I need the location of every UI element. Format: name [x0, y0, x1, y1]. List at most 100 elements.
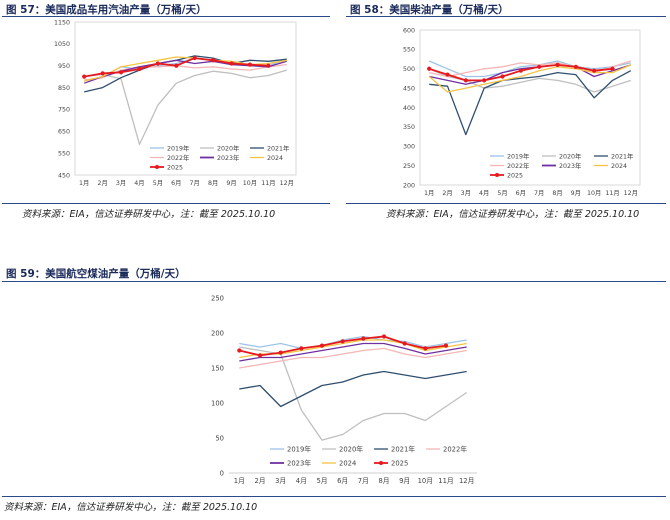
x-tick-label: 2月 — [442, 189, 452, 197]
series-point-2025 — [537, 64, 542, 69]
x-tick-label: 3月 — [116, 179, 126, 187]
figure-58-source: 资料来源：EIA，信达证券研发中心，注：截至 2025.10.10 — [386, 209, 640, 220]
series-point-2025 — [482, 78, 487, 83]
series-point-2025 — [340, 339, 345, 344]
figure-57-title: 图 57：美国成品车用汽油产量（万桶/天） — [6, 4, 207, 16]
series-point-2025 — [500, 74, 505, 79]
x-tick-label: 6月 — [337, 477, 348, 485]
legend-label: 2023年 — [559, 161, 581, 170]
y-tick-label: 950 — [58, 63, 70, 70]
x-tick-label: 9月 — [226, 179, 236, 187]
legend-label: 2024 — [611, 163, 627, 170]
series-point-2025 — [402, 341, 407, 346]
legend-label: 2021年 — [391, 444, 415, 453]
figure-58-title-rule — [346, 16, 666, 17]
legend-label: 2020年 — [339, 444, 363, 453]
y-tick-label: 250 — [211, 294, 224, 302]
x-tick-label: 5月 — [153, 179, 163, 187]
legend-label: 2019年 — [287, 444, 311, 453]
x-tick-label: 4月 — [296, 477, 307, 485]
legend-label: 2019年 — [167, 143, 189, 152]
legend-label: 2021年 — [267, 143, 289, 152]
x-tick-label: 10月 — [587, 189, 601, 197]
y-tick-label: 200 — [211, 329, 224, 337]
x-tick-label: 8月 — [208, 179, 218, 187]
series-point-2025 — [266, 63, 271, 68]
series-line-2021年 — [239, 370, 467, 408]
x-tick-label: 9月 — [571, 189, 581, 197]
y-tick-label: 300 — [403, 144, 415, 151]
legend-label: 2021年 — [611, 151, 633, 160]
legend-label: 2024 — [339, 459, 356, 467]
series-point-2025 — [319, 343, 325, 348]
series-line-2022年 — [239, 347, 467, 369]
series-point-2025 — [445, 72, 450, 77]
x-tick-label: 3月 — [275, 477, 286, 485]
figure-59-title-rule — [2, 281, 666, 282]
x-tick-label: 5月 — [316, 477, 327, 485]
legend-label: 2025 — [391, 459, 408, 467]
legend-label: 2020年 — [559, 151, 581, 160]
y-tick-label: 500 — [403, 66, 415, 73]
y-tick-label: 750 — [58, 107, 70, 114]
series-line-2020年 — [84, 69, 287, 146]
x-tick-label: 4月 — [134, 179, 144, 187]
y-tick-label: 400 — [403, 105, 415, 112]
figure-59-source-rule — [2, 496, 666, 497]
y-tick-label: 650 — [58, 129, 70, 136]
chart-3: 0 50 100 150 200 250 1月 2月 3月 4月 5月 6月 7月 8月 9月 10月 11月 1… — [211, 294, 477, 485]
legend-swatch-marker — [495, 173, 499, 177]
figure-57-title-rule — [2, 16, 330, 17]
series-point-2025 — [381, 334, 387, 339]
x-tick-label: 12月 — [280, 179, 294, 187]
x-tick-label: 12月 — [624, 189, 638, 197]
legend-label: 2025 — [507, 172, 523, 179]
series-line-2024 — [428, 64, 632, 93]
x-tick-label: 6月 — [171, 179, 181, 187]
series-point-2025 — [229, 61, 234, 66]
series-point-2025 — [137, 66, 142, 72]
legend-label: 2022年 — [443, 444, 467, 453]
series-point-2025 — [247, 62, 253, 67]
series-line-2021年 — [429, 70, 632, 136]
series-line-2023年 — [429, 64, 631, 85]
x-tick-label: 1月 — [424, 189, 434, 197]
x-tick-label: 5月 — [497, 189, 507, 197]
series-line-2022年 — [84, 63, 287, 81]
x-tick-label: 7月 — [358, 477, 369, 485]
figure-57-source-rule — [2, 203, 330, 204]
series-point-2025 — [423, 346, 428, 351]
series-point-2025 — [118, 70, 124, 75]
legend-label: 2022年 — [167, 153, 189, 162]
legend-label: 2019年 — [507, 151, 529, 160]
series-point-2025 — [100, 71, 105, 76]
legend-swatch-marker — [155, 165, 159, 169]
series-line-2019年 — [428, 60, 631, 78]
plot-frame — [419, 29, 641, 186]
legend-label: 2023年 — [217, 153, 239, 162]
x-tick-label: 10月 — [418, 477, 433, 485]
figure-57-source: 资料来源：EIA，信达证券研发中心，注：截至 2025.10.10 — [22, 209, 276, 220]
series-point-2025 — [555, 62, 560, 67]
series-point-2025 — [573, 64, 578, 69]
legend-label: 2022年 — [507, 161, 529, 170]
series-point-2025 — [192, 55, 197, 61]
x-tick-label: 1月 — [79, 179, 89, 187]
y-tick-label: 100 — [211, 399, 224, 407]
x-tick-label: 2月 — [97, 179, 107, 187]
x-tick-label: 7月 — [190, 179, 200, 187]
series-line-2024 — [239, 339, 467, 359]
series-point-2025 — [443, 343, 449, 348]
series-line-2020年 — [239, 346, 468, 441]
series-point-2025 — [211, 58, 216, 63]
y-tick-label: 550 — [403, 47, 415, 54]
series-point-2025 — [82, 74, 87, 79]
y-tick-label: 50 — [215, 434, 224, 442]
x-tick-label: 11月 — [605, 189, 619, 197]
series-line-2023年 — [239, 342, 467, 362]
y-tick-label: 550 — [58, 150, 70, 157]
x-tick-label: 12月 — [459, 477, 474, 485]
chart-2: 200 250 300 350 400 450 500 550 600 1月 2月 3月 4月 5月 6月 7… — [403, 27, 641, 197]
series-point-2025 — [299, 346, 304, 351]
